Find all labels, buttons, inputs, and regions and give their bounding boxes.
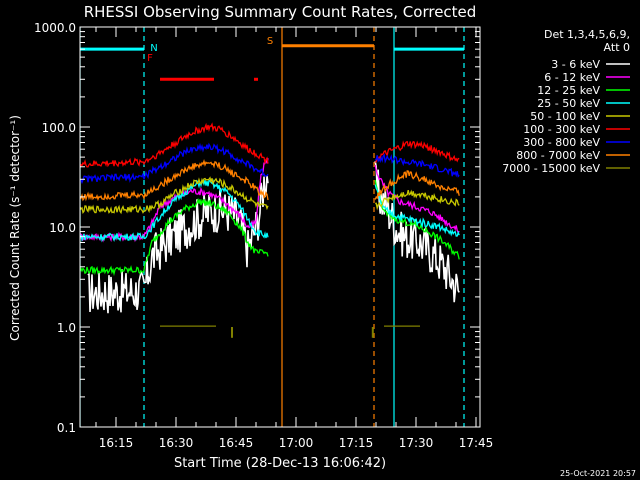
y-tick-label: 10.0 — [49, 221, 76, 235]
series-line-8-late — [374, 170, 460, 200]
series-line-7-early — [80, 142, 269, 185]
y-axis: 0.1 1.0 10.0 100.0 1000.0 — [34, 21, 480, 435]
series-line-1-early — [87, 175, 269, 314]
flag-label-F: F — [147, 53, 153, 64]
y-tick-label: 0.1 — [57, 421, 76, 435]
x-axis: 16:15 16:30 16:45 17:00 17:15 17:30 17:45 — [95, 27, 494, 450]
y-tick-label: 1.0 — [57, 321, 76, 335]
y-tick-label: 100.0 — [42, 121, 76, 135]
legend-label: 800 - 7000 keV — [516, 149, 600, 162]
legend-label: 100 - 300 keV — [523, 123, 600, 136]
x-tick-label: 16:15 — [99, 436, 134, 450]
y-tick-label: 1000.0 — [34, 21, 76, 35]
chart-title: RHESSI Observing Summary Count Rates, Co… — [84, 3, 477, 21]
legend-label: 3 - 6 keV — [551, 58, 600, 71]
x-tick-label: 17:30 — [399, 436, 434, 450]
x-tick-label: 17:00 — [279, 436, 314, 450]
flag-label-N: N — [150, 43, 157, 54]
series-line-6-late — [374, 140, 460, 163]
flag-labels: NF S — [147, 36, 273, 64]
x-axis-label: Start Time (28-Dec-13 16:06:42) — [174, 456, 386, 471]
legend-label: 12 - 25 keV — [537, 84, 600, 97]
legend-label: 6 - 12 keV — [544, 71, 600, 84]
series-line-2-late — [374, 164, 460, 235]
flag-segments — [80, 44, 464, 81]
series-line-5-early — [80, 176, 269, 215]
legend-label: 7000 - 15000 keV — [502, 162, 600, 175]
x-tick-label: 16:45 — [219, 436, 254, 450]
legend-label: 25 - 50 keV — [537, 97, 600, 110]
series-line-2-early — [80, 158, 269, 243]
y-axis-label: Corrected Count Rate (s⁻¹ detector⁻¹) — [8, 115, 22, 341]
x-tick-label: 16:30 — [159, 436, 194, 450]
legend-label: 50 - 100 keV — [530, 110, 600, 123]
flag-label-S: S — [267, 36, 273, 47]
x-tick-label: 17:15 — [339, 436, 374, 450]
legend-label: 300 - 800 keV — [523, 136, 600, 149]
series-line-3-early — [80, 197, 269, 277]
series-line-5-late — [375, 189, 460, 211]
legend-header: Det 1,3,4,5,6,9, — [544, 28, 630, 41]
series-line-4-early — [80, 179, 269, 243]
legend-header-attenuator: Att 0 — [604, 41, 630, 54]
series-line-8-early — [80, 159, 269, 202]
series-layer — [80, 122, 460, 338]
series-line-7-late — [374, 153, 460, 178]
series-line-4-late — [374, 184, 460, 237]
footer-timestamp: 25-Oct-2021 20:57 — [560, 469, 636, 478]
series-line-1-late — [374, 160, 460, 303]
series-line-6-early — [80, 122, 269, 168]
x-tick-label: 17:45 — [459, 436, 494, 450]
